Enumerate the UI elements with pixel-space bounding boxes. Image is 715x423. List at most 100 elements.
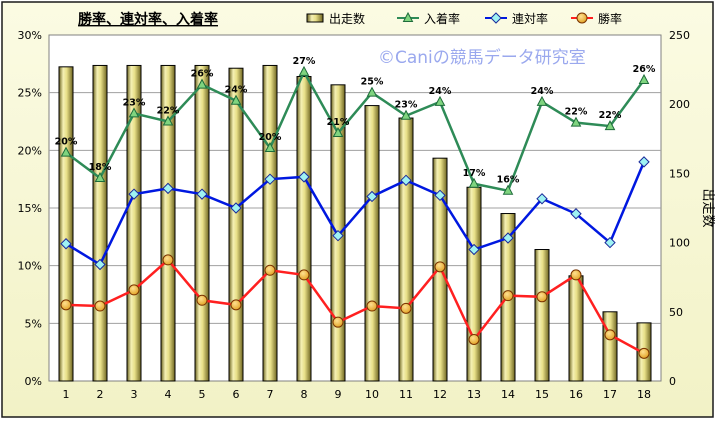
bar: [568, 275, 584, 382]
point-circle: [468, 333, 480, 345]
point-circle: [536, 291, 548, 303]
point-triangle: [604, 120, 616, 131]
point-circle: [332, 316, 344, 328]
y-left-tick-label: 0%: [25, 375, 42, 388]
point-triangle: [400, 109, 412, 120]
data-label: 26%: [191, 69, 214, 80]
y-right-tick-label: 100: [669, 237, 690, 250]
point-diamond: [434, 189, 446, 202]
point-diamond: [264, 173, 276, 185]
bar: [58, 66, 74, 382]
point-circle: [576, 12, 588, 24]
point-circle: [60, 299, 72, 311]
y-left-tick-label: 30%: [18, 29, 42, 42]
data-label: 24%: [429, 86, 452, 97]
bar: [534, 249, 550, 382]
point-diamond: [468, 243, 480, 256]
legend-label: 出走数: [329, 11, 365, 26]
point-diamond: [638, 156, 650, 168]
point-diamond: [298, 171, 310, 183]
point-circle: [570, 269, 582, 281]
data-label: 17%: [463, 168, 486, 179]
x-tick-label: 18: [637, 388, 651, 401]
point-triangle: [468, 177, 480, 188]
legend: 出走数 入着率 連対率 勝率: [306, 11, 622, 26]
bar: [262, 64, 278, 382]
data-label: 22%: [599, 110, 622, 121]
point-triangle: [332, 126, 344, 138]
x-tick-label: 6: [233, 388, 240, 401]
x-tick-label: 9: [335, 388, 342, 401]
y-right-tick-label: 50: [669, 306, 683, 319]
point-triangle: [434, 95, 446, 106]
point-triangle: [162, 115, 174, 126]
point-circle: [502, 290, 514, 302]
point-circle: [230, 299, 242, 311]
legend-label: 勝率: [598, 11, 622, 26]
x-tick-label: 16: [569, 388, 583, 401]
data-label: 25%: [361, 77, 384, 88]
legend-swatch: [306, 13, 324, 23]
data-label: 23%: [123, 97, 146, 108]
x-tick-label: 7: [267, 388, 274, 401]
watermark: ©Caniの競馬データ研究室: [378, 47, 586, 68]
chart-title: 勝率、連対率、入着率: [78, 11, 218, 28]
x-tick-label: 15: [535, 388, 549, 401]
point-triangle: [264, 141, 276, 153]
point-triangle: [196, 78, 208, 89]
y-left-tick-label: 5%: [25, 317, 42, 330]
point-triangle: [402, 11, 414, 22]
y-right-axis-label: 出走数: [700, 188, 715, 227]
series-line: [65, 161, 646, 267]
y-left-tick-label: 15%: [18, 202, 42, 215]
y-left-tick-label: 10%: [18, 260, 42, 273]
series-line: [65, 69, 646, 193]
data-label: 21%: [327, 117, 350, 128]
data-label: 20%: [259, 132, 282, 143]
point-triangle: [536, 95, 548, 106]
grid: [49, 92, 661, 324]
point-diamond: [536, 193, 548, 205]
series-line: [65, 258, 645, 355]
data-label: 23%: [395, 100, 418, 111]
data-label: 16%: [497, 175, 520, 186]
point-triangle: [128, 107, 140, 118]
x-tick-label: 11: [399, 388, 413, 401]
point-circle: [604, 329, 616, 341]
x-tick-label: 3: [131, 388, 138, 401]
point-triangle: [638, 73, 650, 84]
data-label: 26%: [633, 64, 656, 75]
y-left-tick-label: 20%: [18, 144, 42, 157]
data-label: 22%: [157, 106, 180, 117]
bar: [364, 105, 380, 382]
legend-label: 連対率: [512, 11, 548, 26]
point-diamond: [490, 12, 502, 24]
point-diamond: [94, 258, 106, 271]
bar: [466, 186, 482, 382]
point-circle: [366, 300, 378, 312]
point-circle: [264, 264, 276, 276]
point-triangle: [298, 65, 310, 76]
point-circle: [128, 284, 140, 296]
point-diamond: [400, 174, 412, 187]
bar: [194, 64, 210, 382]
data-label: 24%: [531, 86, 554, 97]
x-tick-label: 8: [301, 388, 308, 401]
point-triangle: [60, 146, 72, 157]
point-diamond: [604, 236, 616, 249]
point-circle: [638, 347, 650, 359]
bar: [126, 64, 142, 382]
point-diamond: [332, 229, 344, 242]
point-circle: [162, 254, 174, 266]
x-tick-label: 5: [199, 388, 206, 401]
lines: 20% 18% 23% 22% 26% 24% 20% 27% 21% 25% 23% 24% 17% 1…: [55, 56, 656, 359]
data-label: 20%: [55, 137, 78, 148]
point-diamond: [196, 188, 208, 200]
bar: [602, 311, 618, 382]
point-triangle: [94, 171, 106, 183]
data-label: 18%: [89, 162, 112, 173]
point-diamond: [570, 208, 582, 220]
point-triangle: [366, 86, 378, 97]
x-tick-label: 10: [365, 388, 379, 401]
